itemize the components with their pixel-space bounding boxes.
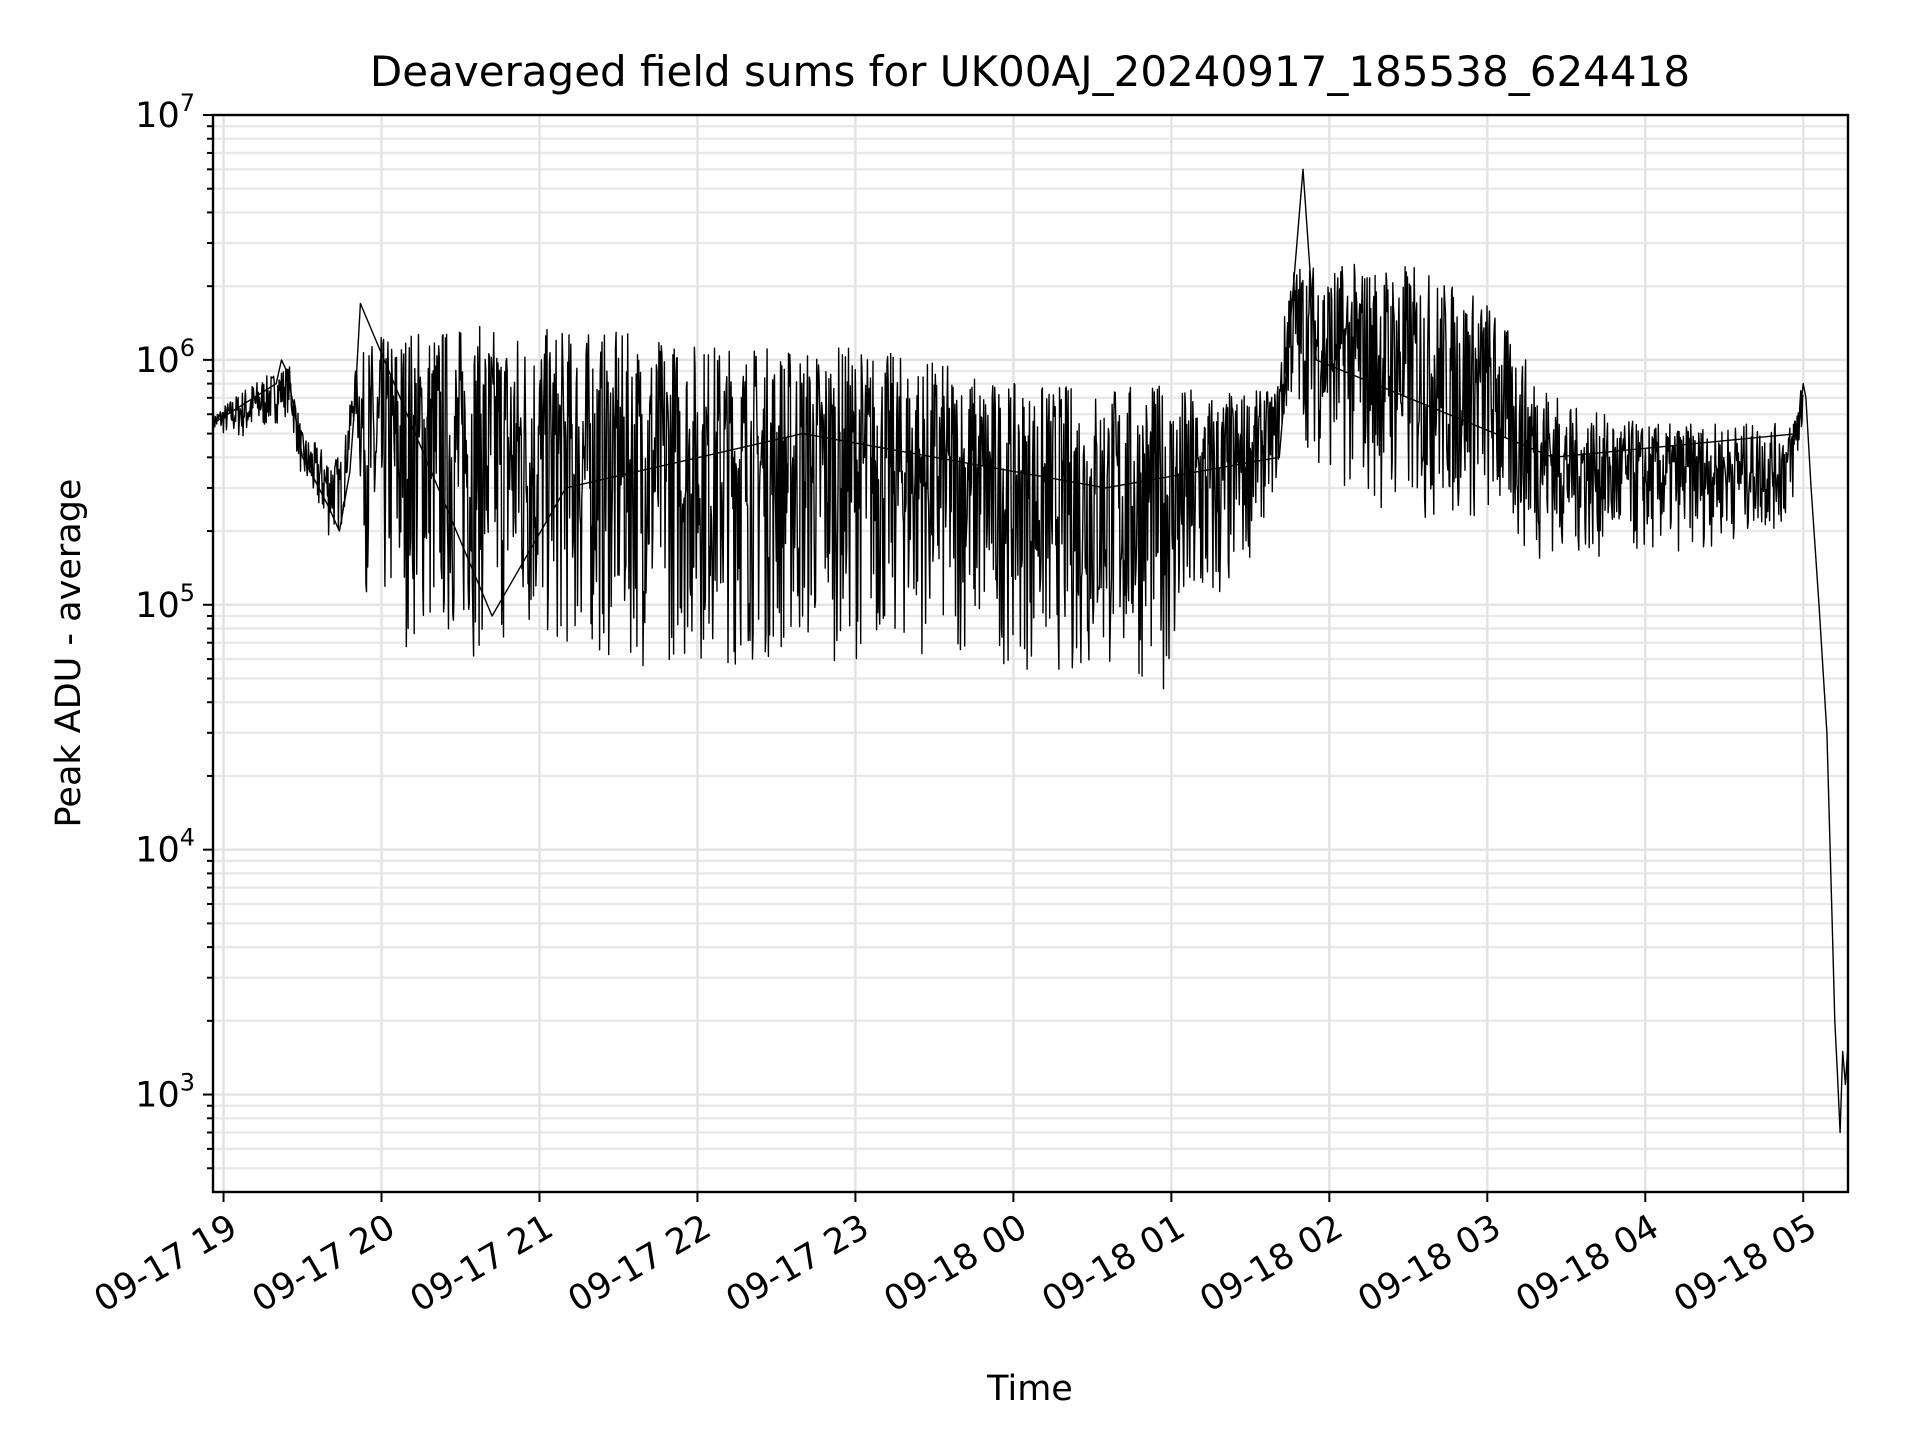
y-tick-exponent: 6 [180, 334, 195, 362]
series-envelope-line [212, 263, 1804, 690]
y-tick-label: 105 [135, 579, 195, 626]
y-tick-base: 10 [135, 96, 180, 136]
y-tick-exponent: 7 [180, 89, 195, 117]
y-tick-base: 10 [135, 831, 180, 871]
data-series [212, 168, 1849, 1134]
y-tick-base: 10 [135, 1076, 180, 1116]
plot-frame [211, 113, 1850, 1194]
x-axis-label: Time [986, 1369, 1073, 1409]
y-tick-base: 10 [135, 341, 180, 381]
series-line [212, 168, 1849, 1134]
y-axis-label: Peak ADU - average [49, 479, 89, 828]
y-tick-label: 106 [135, 334, 195, 381]
y-tick-exponent: 5 [180, 579, 195, 607]
y-tick-label: 107 [135, 89, 195, 136]
y-tick-label: 104 [135, 824, 195, 871]
y-tick-base: 10 [135, 586, 180, 626]
chart-title: Deaveraged field sums for UK00AJ_2024091… [370, 47, 1690, 96]
y-tick-label: 103 [135, 1069, 195, 1116]
y-tick-exponent: 3 [180, 1069, 195, 1097]
y-tick-exponent: 4 [180, 824, 195, 852]
